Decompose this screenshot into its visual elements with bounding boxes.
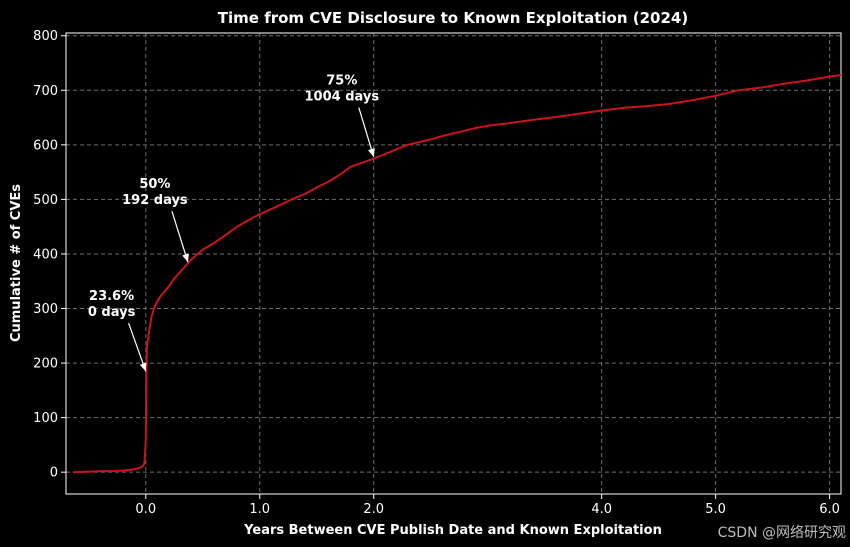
y-tick-label: 600 — [33, 138, 58, 153]
x-tick-label: 5.0 — [705, 502, 726, 517]
annotation: 50%192 days — [122, 177, 189, 263]
y-tick-label: 300 — [33, 302, 58, 317]
x-tick-label: 0.0 — [135, 502, 156, 517]
watermark: CSDN @网络研究观 — [718, 525, 846, 541]
x-axis-label: Years Between CVE Publish Date and Known… — [243, 523, 662, 538]
y-ticks: 0 100 200 300 400 500 600 700 800 — [33, 29, 66, 481]
y-tick-label: 400 — [33, 247, 58, 262]
annotation-text: 75% — [326, 74, 357, 89]
annotation-text: 192 days — [122, 193, 188, 208]
annotations: 23.6%0 days 50%192 days 75%1004 days — [88, 74, 380, 372]
annotation-text: 50% — [139, 177, 170, 192]
annotation-arrow — [358, 107, 375, 158]
annotation-text: 1004 days — [305, 90, 380, 105]
annotation-text: 0 days — [88, 305, 136, 320]
x-tick-label: 2.0 — [363, 502, 384, 517]
x-tick-label: 1.0 — [249, 502, 270, 517]
annotation-text: 23.6% — [89, 289, 134, 304]
annotation-arrow — [128, 322, 147, 372]
annotation-arrowhead — [139, 362, 147, 372]
y-tick-label: 200 — [33, 357, 58, 372]
x-tick-label: 4.0 — [591, 502, 612, 517]
plot-frame — [65, 32, 842, 495]
annotation-arrowhead — [182, 253, 189, 263]
y-tick-label: 0 — [50, 466, 58, 481]
y-axis-label: Cumulative # of CVEs — [9, 184, 24, 342]
y-tick-label: 700 — [33, 84, 58, 99]
annotation-arrow — [171, 211, 189, 263]
x-tick-label: 6.0 — [819, 502, 840, 517]
y-tick-label: 800 — [33, 29, 58, 44]
y-tick-label: 100 — [33, 411, 58, 426]
annotation: 75%1004 days — [305, 74, 380, 158]
grid — [66, 33, 841, 494]
cumulative-cve-line — [72, 74, 842, 474]
annotation-arrowhead — [368, 148, 375, 157]
x-ticks: 0.0 1.0 2.0 4.0 5.0 6.0 — [135, 494, 840, 517]
annotation: 23.6%0 days — [88, 289, 147, 372]
chart-title: Time from CVE Disclosure to Known Exploi… — [218, 9, 688, 27]
y-tick-label: 500 — [33, 193, 58, 208]
